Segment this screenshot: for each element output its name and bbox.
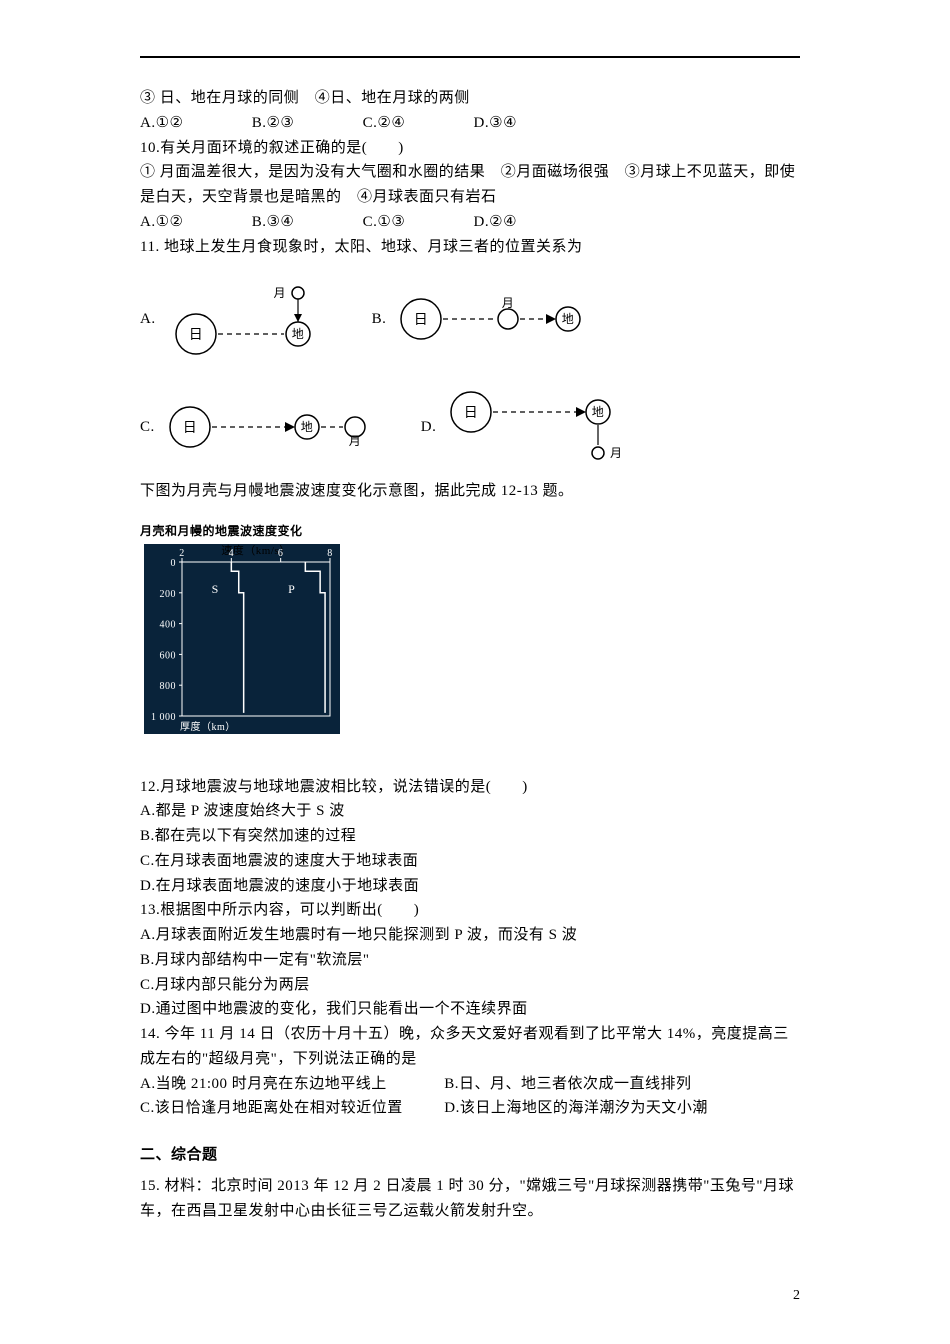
q13-opt-a: A.月球表面附近发生地震时有一地只能探测到 P 波，而没有 S 波 [140, 923, 800, 948]
q10-opt-a: A.①② [140, 210, 183, 235]
svg-text:地: 地 [592, 405, 605, 419]
q13-opt-d: D.通过图中地震波的变化，我们只能看出一个不连续界面 [140, 997, 800, 1022]
svg-text:日: 日 [183, 421, 198, 436]
svg-text:4: 4 [229, 548, 235, 559]
q14-opt-b: B.日、月、地三者依次成一直线排列 [444, 1076, 691, 1092]
q12-opt-d: D.在月球表面地震波的速度小于地球表面 [140, 874, 800, 899]
q13-stem: 13.根据图中所示内容，可以判断出( ) [140, 898, 800, 923]
svg-text:400: 400 [160, 619, 177, 630]
svg-text:200: 200 [160, 589, 177, 600]
q9-opt-c: C.②④ [363, 111, 406, 136]
svg-text:日: 日 [464, 406, 479, 421]
svg-text:月: 月 [273, 286, 286, 300]
svg-text:8: 8 [327, 548, 333, 559]
chart-intro: 下图为月壳与月幔地震波速度变化示意图，据此完成 12-13 题。 [140, 479, 800, 504]
q9-opt-a: A.①② [140, 111, 183, 136]
q11-label-a: A. [140, 307, 156, 332]
svg-text:日: 日 [188, 328, 203, 343]
q11-stem: 11. 地球上发生月食现象时，太阳、地球、月球三者的位置关系为 [140, 235, 800, 260]
seismic-chart-block: 月壳和月幔的地震波速度变化 速度（km/s）246802004006008001… [140, 522, 800, 763]
top-rule [140, 56, 800, 58]
q9-line3: ③ 日、地在月球的同侧 ④日、地在月球的两侧 [140, 86, 800, 111]
q10-stem: 10.有关月面环境的叙述正确的是( ) [140, 136, 800, 161]
q9-options: A.①② B.②③ C.②④ D.③④ [140, 111, 800, 136]
q12-opt-b: B.都在壳以下有突然加速的过程 [140, 824, 800, 849]
svg-text:P: P [288, 582, 295, 596]
q12-opt-c: C.在月球表面地震波的速度大于地球表面 [140, 849, 800, 874]
q11-svg-b: 日 月 地 [396, 289, 596, 349]
q11-diagram-d: D. 日 地 月 [421, 387, 647, 467]
q11-diagrams: A. 日 地 月 B. 日 [140, 279, 800, 467]
q11-label-d: D. [421, 415, 437, 440]
svg-text:0: 0 [171, 558, 177, 569]
q10-opt-d: D.②④ [474, 210, 517, 235]
svg-text:月: 月 [502, 296, 515, 310]
svg-text:厚度（km）: 厚度（km） [180, 720, 236, 733]
svg-text:地: 地 [562, 312, 575, 326]
q10-opt-c: C.①③ [363, 210, 406, 235]
svg-text:日: 日 [414, 313, 429, 328]
q11-diagram-a: A. 日 地 月 [140, 279, 336, 359]
content-body: ③ 日、地在月球的同侧 ④日、地在月球的两侧 A.①② B.②③ C.②④ D.… [140, 86, 800, 1223]
svg-text:地: 地 [301, 420, 314, 434]
q11-svg-c: 日 地 月 [165, 397, 385, 457]
q10-line2: ① 月面温差很大，是因为没有大气圈和水圈的结果 ②月面磁场很强 ③月球上不见蓝天… [140, 160, 800, 210]
q13-opt-b: B.月球内部结构中一定有"软流层" [140, 948, 800, 973]
svg-text:地: 地 [291, 327, 304, 341]
q12-stem: 12.月球地震波与地球地震波相比较，说法错误的是( ) [140, 775, 800, 800]
page-container: ③ 日、地在月球的同侧 ④日、地在月球的两侧 A.①② B.②③ C.②④ D.… [0, 0, 950, 1344]
q14-stem: 14. 今年 11 月 14 日（农历十月十五）晚，众多天文爱好者观看到了比平常… [140, 1022, 800, 1072]
q10-options: A.①② B.③④ C.①③ D.②④ [140, 210, 800, 235]
q14-opt-d: D.该日上海地区的海洋潮汐为天文小潮 [444, 1100, 708, 1116]
svg-text:800: 800 [160, 681, 177, 692]
svg-text:1 000: 1 000 [151, 712, 176, 723]
q11-label-b: B. [372, 307, 387, 332]
q11-diagram-b: B. 日 月 地 [372, 279, 597, 359]
q12-opt-a: A.都是 P 波速度始终大于 S 波 [140, 799, 800, 824]
svg-text:S: S [212, 582, 219, 596]
q14-opt-a: A.当晚 21:00 时月亮在东边地平线上 [140, 1072, 440, 1097]
q9-opt-b: B.②③ [252, 111, 295, 136]
q11-label-c: C. [140, 415, 155, 440]
q11-svg-d: 日 地 月 [446, 387, 646, 467]
q14-options-row2: C.该日恰逢月地距离处在相对较近位置 D.该日上海地区的海洋潮汐为天文小潮 [140, 1096, 800, 1121]
q11-diagram-c: C. 日 地 月 [140, 387, 385, 467]
q10-opt-b: B.③④ [252, 210, 295, 235]
svg-text:2: 2 [179, 548, 185, 559]
svg-text:6: 6 [278, 548, 284, 559]
q14-opt-c: C.该日恰逢月地距离处在相对较近位置 [140, 1096, 440, 1121]
svg-text:月: 月 [349, 434, 362, 448]
q14-options-row1: A.当晚 21:00 时月亮在东边地平线上 B.日、月、地三者依次成一直线排列 [140, 1072, 800, 1097]
svg-text:600: 600 [160, 650, 177, 661]
q15-stem: 15. 材料：北京时间 2013 年 12 月 2 日凌晨 1 时 30 分，"… [140, 1174, 800, 1224]
q13-opt-c: C.月球内部只能分为两层 [140, 973, 800, 998]
page-number: 2 [793, 1288, 800, 1304]
seismic-chart-svg: 速度（km/s）246802004006008001 000SP厚度（km） [140, 544, 370, 754]
svg-text:月: 月 [610, 446, 623, 460]
chart-title-1: 月壳和月幔的地震波速度变化 [140, 522, 800, 542]
q9-opt-d: D.③④ [474, 111, 517, 136]
section2-heading: 二、综合题 [140, 1143, 800, 1168]
q11-svg-a: 日 地 月 [166, 279, 336, 359]
